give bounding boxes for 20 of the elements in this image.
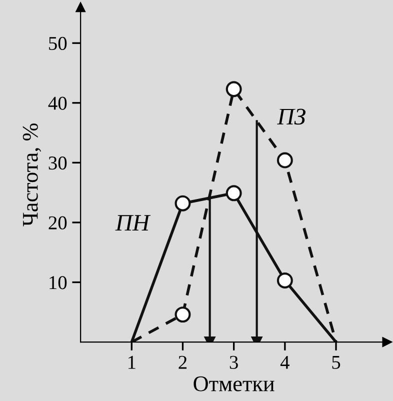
point xyxy=(226,81,242,98)
point xyxy=(276,272,293,288)
point xyxy=(174,195,191,212)
x-axis-title: Отметки xyxy=(194,376,274,392)
point xyxy=(276,152,293,168)
y-tick-label: 50 xyxy=(49,36,67,50)
y-tick-label: 30 xyxy=(48,156,67,170)
y-tick-label: 10 xyxy=(50,276,67,290)
series-label: ПЗ xyxy=(277,108,306,125)
x-tick-label: 2 xyxy=(178,356,187,369)
x-tick-label: 4 xyxy=(280,356,290,369)
point xyxy=(226,185,242,202)
y-axis-title: Частота, % xyxy=(22,123,42,226)
y-tick-label: 40 xyxy=(48,96,67,110)
series-label: ПН xyxy=(115,215,151,231)
x-tick-label: 1 xyxy=(128,356,136,369)
y-tick-label: 20 xyxy=(48,216,67,230)
x-tick-label: 5 xyxy=(332,356,340,369)
x-tick-label: 3 xyxy=(230,356,238,369)
point xyxy=(174,306,191,323)
